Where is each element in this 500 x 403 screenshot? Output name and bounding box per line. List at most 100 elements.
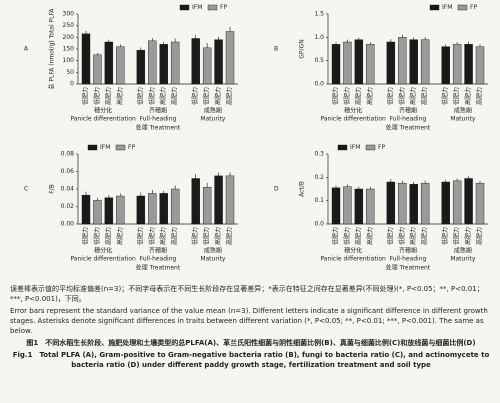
bar — [148, 193, 157, 225]
bar — [225, 31, 235, 85]
x-tick-label: 高肥力 — [159, 87, 167, 105]
bar — [202, 187, 212, 225]
legend-label: IFM — [100, 144, 110, 151]
y-tick-label: 0.2 — [314, 174, 324, 181]
group-label-en: Panicle differentiation — [70, 116, 136, 123]
legend-swatch — [337, 144, 348, 151]
bar — [409, 184, 418, 225]
x-tick-label: 低肥力 — [332, 87, 340, 105]
bar — [398, 37, 407, 85]
y-axis-title: 总 PLFA (nmol/g) Total PLFA — [48, 8, 56, 90]
group-label-en: Maturity — [450, 116, 475, 123]
figure: A 总 PLFA (nmol/g) Total PLFA 0 50 100 150 200 2… — [24, 4, 488, 272]
caption: 误差棒表示值的平均标准偏差(n=3)；不同字母表示在不同生长阶段存在显著差异；*… — [10, 284, 492, 372]
x-tick-label: 低肥力 — [93, 227, 101, 245]
y-tick-label: 0.5 — [314, 57, 324, 64]
y-tick-label: 0.02 — [61, 203, 75, 210]
x-tick-label: 高肥力 — [226, 227, 234, 245]
group-label-en: Full-heading — [140, 256, 177, 263]
x-tick-label: 低肥力 — [203, 87, 211, 105]
bar — [116, 46, 125, 85]
group-label: 穗分化 — [344, 107, 362, 115]
group-label-en: Panicle differentiation — [70, 256, 136, 263]
bar — [366, 188, 375, 225]
bar — [409, 39, 418, 85]
bar — [93, 200, 102, 225]
x-tick-label: 低肥力 — [203, 227, 211, 245]
x-tick-label: 低肥力 — [441, 87, 449, 105]
x-tick-label: 高肥力 — [104, 87, 112, 105]
x-axis-title: 处理 Treatment — [386, 264, 431, 272]
legend-swatch — [207, 4, 218, 11]
panel-label: D — [274, 186, 279, 193]
bar — [386, 181, 396, 225]
bar — [420, 39, 430, 85]
x-tick-label: 高肥力 — [366, 87, 374, 105]
x-axis-title: 处理 Treatment — [136, 124, 181, 132]
x-tick-label: 低肥力 — [398, 87, 406, 105]
legend-label: IFM — [192, 4, 202, 11]
bar — [441, 46, 450, 85]
x-tick-label: 低肥力 — [441, 227, 449, 245]
group-label-en: Panicle differentiation — [320, 116, 386, 123]
x-tick-label: 低肥力 — [93, 87, 101, 105]
bar — [136, 49, 146, 85]
bar — [354, 39, 364, 85]
bar — [93, 54, 102, 85]
group-label-en: Full-heading — [390, 256, 427, 263]
group-label-en: Maturity — [200, 116, 225, 123]
x-tick-label: 低肥力 — [136, 87, 144, 105]
legend-swatch — [179, 4, 190, 11]
panel-label: C — [24, 186, 28, 193]
group-label-en: Full-heading — [140, 116, 177, 123]
x-tick-label: 低肥力 — [332, 227, 340, 245]
x-tick-label: 低肥力 — [343, 87, 351, 105]
x-axis-title: 处理 Treatment — [136, 264, 181, 272]
legend-label: IFM — [442, 4, 452, 11]
group-label: 齐穗期 — [399, 247, 417, 255]
y-tick-label: 150 — [63, 46, 75, 53]
group-label: 齐穗期 — [149, 107, 167, 115]
x-tick-label: 高肥力 — [421, 227, 429, 245]
y-tick-label: 200 — [63, 34, 75, 41]
x-tick-label: 高肥力 — [214, 227, 222, 245]
y-tick-label: 0.0 — [314, 221, 324, 228]
bar — [343, 186, 352, 225]
x-tick-label: 低肥力 — [453, 227, 461, 245]
bar — [148, 40, 157, 85]
bar — [354, 188, 364, 225]
bar — [441, 181, 450, 225]
bar — [81, 194, 91, 225]
y-tick-label: 1.5 — [314, 11, 324, 18]
x-tick-label: 低肥力 — [82, 227, 90, 245]
y-tick-label: 50 — [66, 69, 74, 76]
x-tick-label: 高肥力 — [354, 227, 362, 245]
x-axis-title: 处理 Treatment — [386, 124, 431, 132]
note-en: Error bars represent the standard varian… — [10, 307, 488, 335]
x-tick-label: 高肥力 — [409, 227, 417, 245]
bar — [191, 178, 200, 225]
x-tick-label: 高肥力 — [464, 227, 472, 245]
note-zh: 误差棒表示值的平均标准偏差(n=3)；不同字母表示在不同生长阶段存在显著差异；*… — [10, 285, 484, 303]
x-tick-label: 低肥力 — [343, 227, 351, 245]
bar — [452, 44, 462, 85]
group-label: 成熟期 — [454, 107, 472, 115]
bar — [386, 41, 396, 85]
legend-label: FP — [220, 4, 227, 11]
bar — [104, 41, 114, 85]
bar — [170, 188, 180, 225]
group-label: 成熟期 — [454, 247, 472, 255]
legend-label: FP — [378, 144, 385, 151]
y-tick-label: 0.1 — [314, 197, 324, 204]
group-label-en: Full-heading — [390, 116, 427, 123]
group-label: 成熟期 — [204, 247, 222, 255]
panel-label: B — [274, 46, 278, 53]
y-tick-label: 0.0 — [314, 81, 324, 88]
legend-label: FP — [128, 144, 135, 151]
bar — [191, 38, 200, 85]
y-tick-label: 100 — [63, 57, 75, 64]
x-tick-label: 低肥力 — [148, 227, 156, 245]
x-tick-label: 低肥力 — [453, 87, 461, 105]
x-tick-label: 低肥力 — [136, 227, 144, 245]
bar — [331, 187, 341, 225]
